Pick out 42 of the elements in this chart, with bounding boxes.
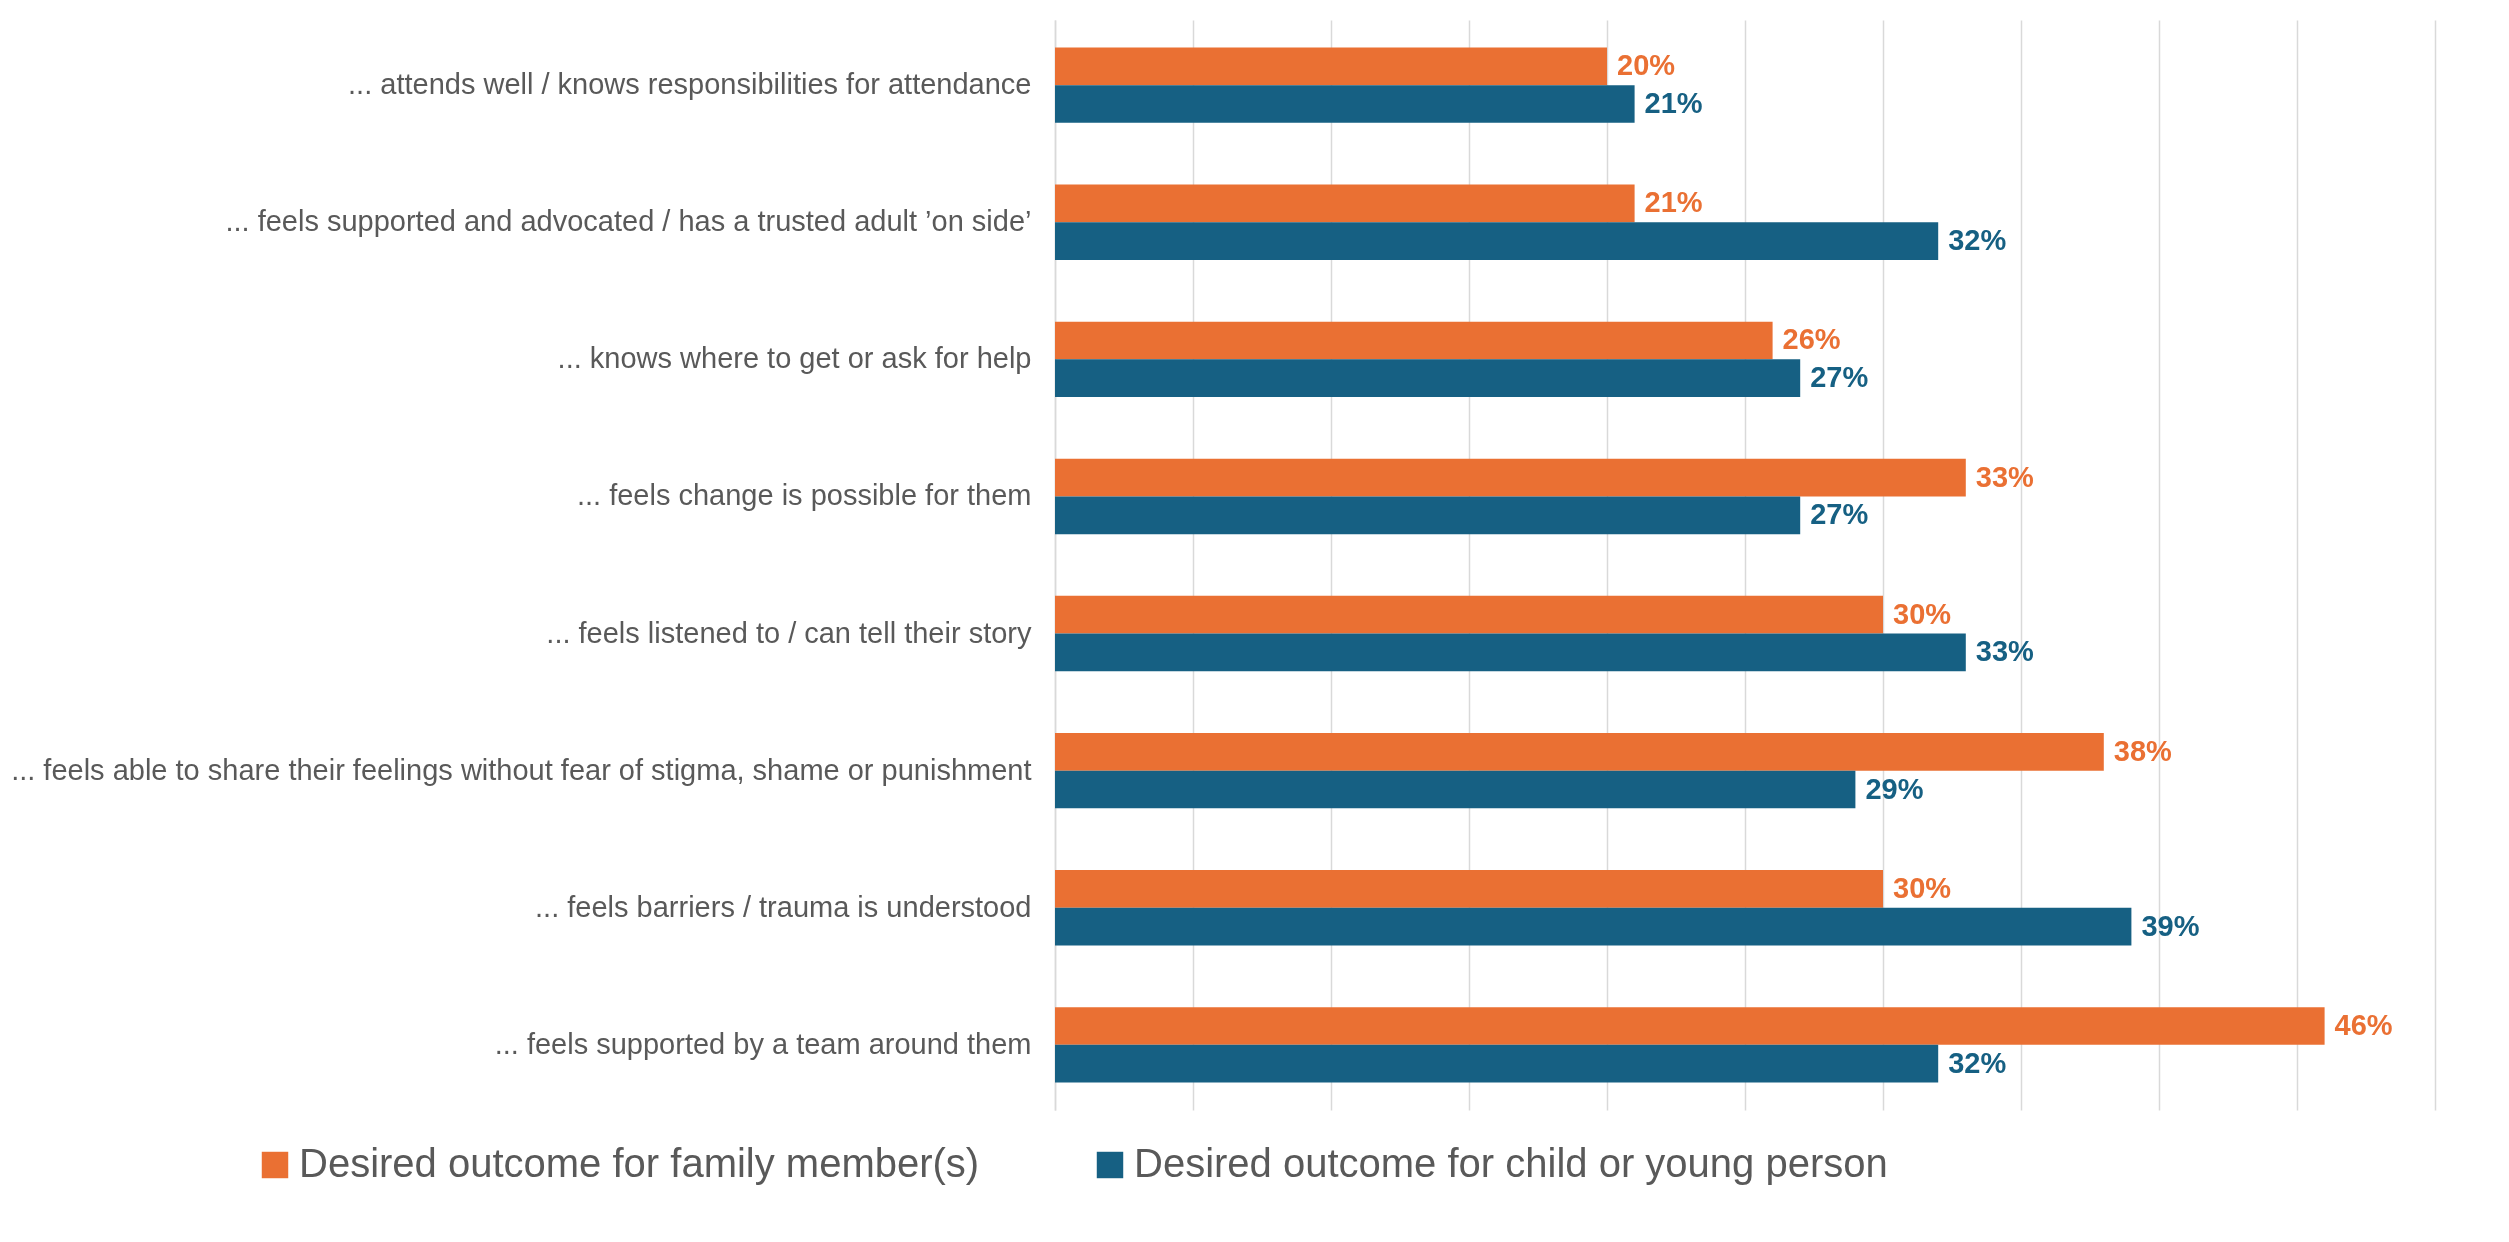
bar [1055, 359, 1801, 398]
y-tick-label: ... feels supported by a team around them [494, 1027, 1032, 1060]
y-tick-label: ... feels supported and advocated / has a trusted adult ’on side’ [225, 205, 1032, 238]
data-label: 30% [1893, 597, 1952, 630]
data-label: 32% [1948, 1046, 2007, 1079]
data-label: 20% [1617, 49, 1676, 82]
bar [1055, 907, 2132, 946]
data-label: 29% [1865, 772, 1924, 805]
data-label: 33% [1975, 460, 2035, 493]
y-tick-label: ... feels change is possible for them [576, 479, 1032, 512]
bar [1055, 870, 1883, 908]
data-label: 32% [1948, 224, 2007, 257]
y-tick-label: ... feels able to share their feelings without fear of stigma, shame or punishment [11, 753, 1032, 786]
bar [1055, 321, 1773, 360]
y-tick-label: ... attends well / knows responsibilities for attendance [348, 68, 1032, 101]
bar [1055, 85, 1635, 123]
y-tick-label: ... feels barriers / trauma is understood [535, 890, 1032, 923]
y-tick-label: ... knows where to get or ask for help [557, 342, 1032, 375]
bar [1055, 458, 1966, 497]
bar [1055, 184, 1635, 223]
bar [1055, 1007, 2325, 1045]
data-label: 26% [1782, 323, 1841, 356]
data-label: 33% [1975, 635, 2035, 668]
bar [1055, 770, 1856, 809]
data-label: 46% [2334, 1009, 2393, 1042]
bar [1055, 633, 1966, 672]
bar [1055, 222, 1939, 260]
bar [1055, 595, 1883, 634]
data-label: 21% [1644, 186, 1703, 219]
data-label: 21% [1644, 86, 1703, 119]
data-label: 39% [2141, 909, 2200, 942]
bar [1055, 496, 1801, 535]
bar [1055, 732, 2104, 771]
legend-label: Desired outcome for child or young person [1134, 1141, 1888, 1185]
y-tick-label: ... feels listened to / can tell their story [546, 616, 1032, 649]
bar [1055, 47, 1607, 86]
data-label: 27% [1810, 498, 1869, 531]
legend-label: Desired outcome for family member(s) [299, 1141, 980, 1185]
data-label: 30% [1893, 871, 1952, 904]
data-label: 27% [1810, 361, 1869, 394]
bar [1055, 1044, 1939, 1083]
data-label: 38% [2113, 734, 2173, 767]
